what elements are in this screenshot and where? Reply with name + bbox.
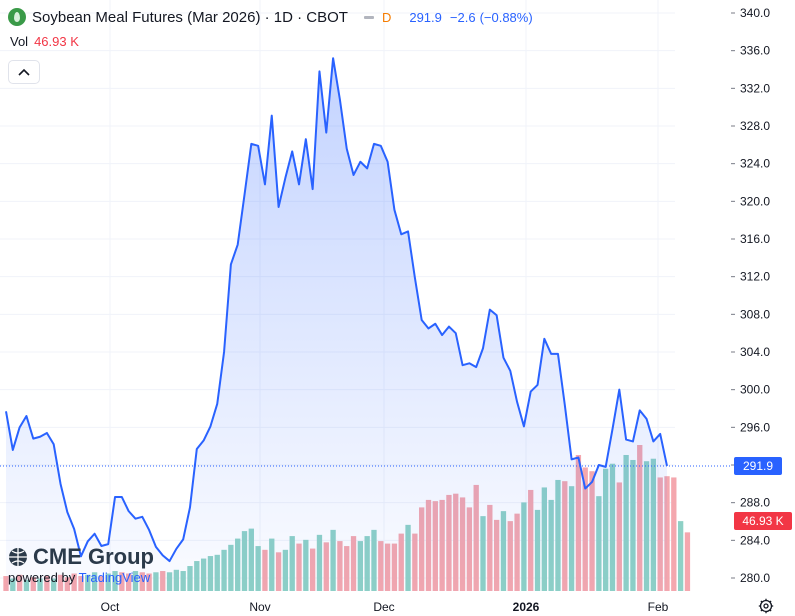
last-price-tag <box>734 456 782 475</box>
powered-prefix: powered by <box>8 570 76 585</box>
volume-label: Vol <box>10 34 29 49</box>
x-tick-label: Dec <box>373 600 394 614</box>
x-tick-label: Feb <box>648 600 669 614</box>
price-axis[interactable]: 340.0 336.0 332.0 328.0 324.0 320.0 316.0 312.0… <box>731 6 770 585</box>
volume-bar <box>677 521 684 591</box>
volume-bar <box>671 477 677 591</box>
price-area <box>6 58 667 591</box>
powered-by: powered by TradingView <box>8 570 154 585</box>
time-axis[interactable]: Oct Nov Dec 2026 Feb <box>101 600 669 614</box>
brand-name: CME Group <box>33 544 154 569</box>
volume-legend: Vol 46.93 K <box>10 34 79 49</box>
y-tick-label: 328.0 <box>740 119 770 133</box>
brand-watermark[interactable]: CME Group powered by TradingView <box>8 544 154 585</box>
x-tick-label: Oct <box>101 600 120 614</box>
y-tick-label: 284.0 <box>740 533 770 547</box>
collapse-legend-button[interactable] <box>8 60 40 84</box>
y-tick-label: 304.0 <box>740 345 770 359</box>
y-tick-label: 336.0 <box>740 44 770 58</box>
y-tick-label: 308.0 <box>740 307 770 321</box>
volume-tag-text: 46.93 K <box>742 514 783 528</box>
axis-price-labels: 291.9 46.93 K <box>734 456 792 530</box>
x-tick-label: 2026 <box>513 600 540 614</box>
y-tick-label: 324.0 <box>740 157 770 171</box>
last-price-tag-text: 291.9 <box>743 459 773 473</box>
y-tick-label: 288.0 <box>740 496 770 510</box>
x-tick-label: Nov <box>249 600 270 614</box>
y-tick-label: 280.0 <box>740 571 770 585</box>
volume-value: 46.93 K <box>34 34 79 49</box>
y-tick-label: 296.0 <box>740 420 770 434</box>
y-tick-label: 300.0 <box>740 383 770 397</box>
y-tick-label: 320.0 <box>740 194 770 208</box>
y-tick-label: 316.0 <box>740 232 770 246</box>
y-tick-label: 312.0 <box>740 270 770 284</box>
y-tick-label: 340.0 <box>740 6 770 20</box>
price-change-percent: (−0.88%) <box>479 9 533 25</box>
soybean-leaf-icon <box>8 8 26 26</box>
symbol-title[interactable]: Soybean Meal Futures (Mar 2026) · 1D · C… <box>32 8 348 26</box>
y-tick-label: 332.0 <box>740 81 770 95</box>
chevron-up-icon <box>18 68 30 76</box>
price-change: −2.6 <box>449 9 476 25</box>
market-status-icon <box>363 15 374 19</box>
gear-icon[interactable] <box>758 598 774 614</box>
volume-tag <box>734 512 792 530</box>
price-line <box>5 57 668 563</box>
globe-icon <box>9 548 27 566</box>
volume-bar <box>684 532 691 591</box>
chart-legend: Soybean Meal Futures (Mar 2026) · 1D · C… <box>8 6 533 28</box>
interval-flag: D <box>381 9 392 25</box>
powered-name: TradingView <box>78 570 151 585</box>
last-price: 291.9 <box>409 9 442 25</box>
